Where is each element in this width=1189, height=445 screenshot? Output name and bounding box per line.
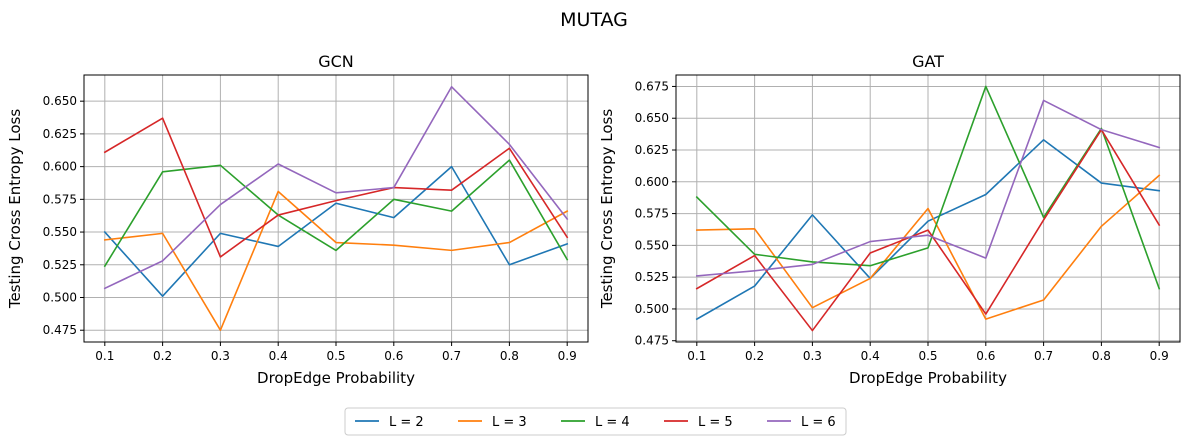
gat-y-tick-label: 0.575: [635, 207, 669, 221]
gat-series-l-4: [695, 85, 1161, 290]
gcn-y-tick-label: 0.550: [43, 225, 77, 239]
gcn-x-tick-label: 0.9: [558, 349, 577, 363]
gcn-y-tick-label: 0.625: [43, 127, 77, 141]
gcn-series-l-3: [103, 190, 569, 332]
gat-x-tick-label: 0.4: [861, 349, 880, 363]
legend-label-l-2: L = 2: [389, 415, 424, 430]
gat-axes-frame: [675, 74, 1181, 343]
gcn-y-tick-label: 0.650: [43, 94, 77, 108]
gcn-y-tick-label: 0.525: [43, 258, 77, 272]
gat-x-tick-label: 0.2: [745, 349, 764, 363]
gcn-series-l-5: [103, 117, 569, 258]
gcn-x-tick-label: 0.5: [326, 349, 345, 363]
gcn-x-tick-label: 0.1: [95, 349, 114, 363]
legend: L = 2 L = 3 L = 4 L = 5 L = 6: [344, 407, 847, 436]
gat-series-group: [695, 85, 1161, 332]
gcn-series-l-6: [103, 85, 569, 290]
gcn-series-group: [103, 85, 569, 332]
gcn-title: GCN: [318, 52, 354, 71]
gat-y-axis-label: Testing Cross Entropy Loss: [598, 109, 616, 310]
gat-series-l-6: [695, 99, 1161, 277]
gat-y-tick-label: 0.650: [635, 111, 669, 125]
gat-x-tick-label: 0.1: [687, 349, 706, 363]
gat-x-axis-label: DropEdge Probability: [849, 369, 1007, 387]
gat-x-tick-label: 0.3: [803, 349, 822, 363]
gat-x-tick-label: 0.7: [1034, 349, 1053, 363]
gat-y-tick-label: 0.600: [635, 175, 669, 189]
gat-y-tick-label: 0.675: [635, 79, 669, 93]
gcn-x-tick-label: 0.6: [384, 349, 403, 363]
gcn-grid: [84, 75, 588, 342]
gat-series-l-2: [695, 139, 1161, 321]
figure-suptitle: MUTAG: [560, 9, 628, 31]
gcn-y-tick-label: 0.475: [43, 323, 77, 337]
gat-y-tick-label: 0.625: [635, 143, 669, 157]
gcn-y-tick-label: 0.575: [43, 192, 77, 206]
legend-frame: [344, 407, 847, 436]
gcn-y-tick-label: 0.600: [43, 160, 77, 174]
gat-x-tick-label: 0.9: [1150, 349, 1169, 363]
legend-label-l-5: L = 5: [698, 415, 733, 430]
gat-ticks: 0.1 0.2 0.3 0.4 0.5 0.6 0.7 0.8 0.9 0.475 0.500 0.5…: [635, 79, 1169, 363]
gat-y-tick-label: 0.500: [635, 302, 669, 316]
legend-label-l-4: L = 4: [595, 415, 630, 430]
gcn-x-tick-label: 0.8: [500, 349, 519, 363]
legend-label-l-6: L = 6: [801, 415, 836, 430]
gcn-x-tick-label: 0.3: [211, 349, 230, 363]
gat-title: GAT: [912, 52, 944, 71]
gcn-series-l-4: [103, 159, 569, 268]
gat-y-tick-label: 0.550: [635, 238, 669, 252]
gat-y-tick-label: 0.525: [635, 270, 669, 284]
gcn-panel: 0.1 0.2 0.3 0.4 0.5 0.6 0.7 0.8 0.9 0.475 0.500 0.5…: [6, 52, 589, 387]
gat-series-l-5: [695, 128, 1161, 332]
gat-x-tick-label: 0.8: [1092, 349, 1111, 363]
gat-x-tick-label: 0.5: [918, 349, 937, 363]
gcn-series-l-2: [103, 165, 569, 297]
gcn-x-tick-label: 0.4: [269, 349, 288, 363]
gcn-y-tick-label: 0.500: [43, 291, 77, 305]
gat-y-tick-label: 0.475: [635, 334, 669, 348]
gcn-axes-frame: [83, 74, 589, 343]
gcn-x-tick-label: 0.2: [153, 349, 172, 363]
gat-panel: 0.1 0.2 0.3 0.4 0.5 0.6 0.7 0.8 0.9 0.475 0.500 0.5…: [598, 52, 1181, 387]
gcn-x-axis-label: DropEdge Probability: [257, 369, 415, 387]
gat-x-tick-label: 0.6: [976, 349, 995, 363]
gat-series-l-3: [695, 174, 1161, 320]
gcn-x-tick-label: 0.7: [442, 349, 461, 363]
gcn-ticks: 0.1 0.2 0.3 0.4 0.5 0.6 0.7 0.8 0.9 0.475 0.500 0.5…: [43, 94, 577, 363]
gcn-y-axis-label: Testing Cross Entropy Loss: [6, 109, 24, 310]
legend-label-l-3: L = 3: [492, 415, 527, 430]
